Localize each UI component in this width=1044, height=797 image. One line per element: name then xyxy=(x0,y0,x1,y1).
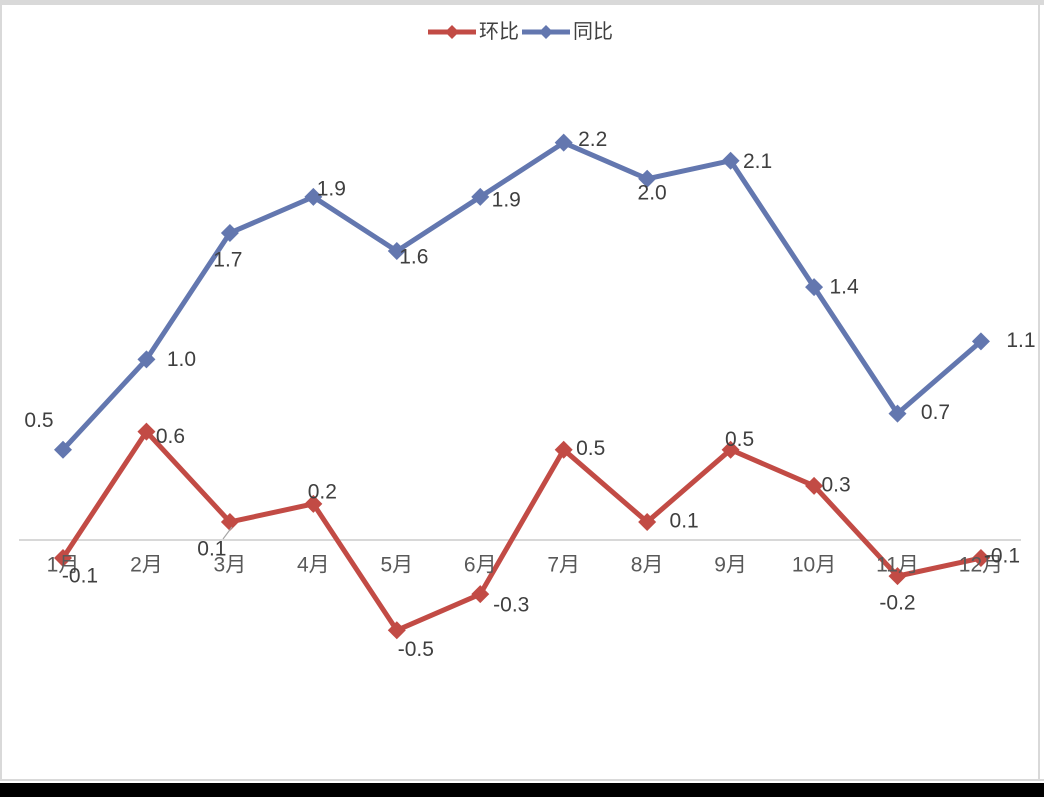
data-label-huanbi-8: 0.1 xyxy=(670,509,699,532)
data-point-huanbi-5 xyxy=(387,621,406,640)
data-label-tongbi-3: 1.7 xyxy=(213,248,242,271)
data-label-huanbi-10: 0.3 xyxy=(821,473,850,496)
data-label-huanbi-5: -0.5 xyxy=(398,638,434,661)
data-point-huanbi-12 xyxy=(971,549,990,568)
data-label-tongbi-8: 2.0 xyxy=(638,181,667,204)
data-point-huanbi-1 xyxy=(54,549,72,568)
data-label-tongbi-11: 0.7 xyxy=(921,401,950,424)
legend-item-tongbi: 同比 xyxy=(522,19,616,45)
diamond-marker-icon xyxy=(539,25,553,39)
month-label-4: 4月 xyxy=(297,554,330,577)
bottom-black-bar xyxy=(0,783,1044,797)
data-point-huanbi-8 xyxy=(638,512,657,531)
data-label-tongbi-2: 1.0 xyxy=(167,348,196,371)
legend-line-marker-icon xyxy=(522,25,570,39)
month-label-2: 2月 xyxy=(130,554,163,577)
frame-border-bottom xyxy=(0,779,1044,781)
frame-border-top xyxy=(0,0,1044,5)
data-point-tongbi-12 xyxy=(971,332,990,351)
data-point-huanbi-9 xyxy=(721,440,740,459)
data-point-huanbi-3 xyxy=(220,512,239,531)
month-label-10: 10月 xyxy=(792,554,836,577)
data-point-tongbi-8 xyxy=(638,169,657,188)
data-label-tongbi-10: 1.4 xyxy=(829,276,859,299)
data-label-huanbi-3: 0.1 xyxy=(197,537,226,560)
data-label-tongbi-9: 2.1 xyxy=(743,150,772,173)
data-point-tongbi-2 xyxy=(137,350,156,369)
data-point-tongbi-3 xyxy=(220,223,239,242)
data-point-tongbi-9 xyxy=(721,151,740,170)
frame-border-left xyxy=(0,5,2,779)
month-label-9: 9月 xyxy=(714,554,747,577)
legend-line-marker-icon xyxy=(428,25,476,39)
data-label-tongbi-5: 1.6 xyxy=(399,246,428,269)
month-label-6: 6月 xyxy=(464,554,497,577)
data-point-huanbi-6 xyxy=(471,585,490,604)
month-label-1: 1月 xyxy=(47,554,80,577)
data-label-huanbi-7: 0.5 xyxy=(576,437,605,460)
chart-legend: 环比 同比 xyxy=(0,19,1044,45)
legend-label-tongbi: 同比 xyxy=(573,21,613,43)
data-label-huanbi-12: -0.1 xyxy=(984,545,1020,568)
series-line-tongbi xyxy=(60,140,984,453)
data-point-huanbi-4 xyxy=(304,494,323,513)
data-point-huanbi-11 xyxy=(888,567,907,586)
data-label-tongbi-1: 0.5 xyxy=(24,409,53,432)
chart-area-border-right xyxy=(1038,5,1040,779)
data-point-huanbi-10 xyxy=(805,476,824,495)
data-label-huanbi-6: -0.3 xyxy=(493,594,529,617)
data-label-huanbi-9: 0.5 xyxy=(725,428,754,451)
data-label-huanbi-1: -0.1 xyxy=(62,565,98,588)
data-point-tongbi-7 xyxy=(554,133,573,152)
month-label-3: 3月 xyxy=(214,554,247,577)
data-point-tongbi-4 xyxy=(304,187,323,206)
data-point-tongbi-5 xyxy=(387,242,406,261)
series-line-huanbi xyxy=(60,429,984,633)
diamond-marker-icon xyxy=(445,25,459,39)
data-point-huanbi-2 xyxy=(137,422,156,441)
data-label-huanbi-11: -0.2 xyxy=(879,592,915,615)
month-label-8: 8月 xyxy=(631,554,664,577)
data-point-tongbi-6 xyxy=(471,187,490,206)
data-point-tongbi-10 xyxy=(805,278,824,297)
data-point-tongbi-11 xyxy=(888,404,907,423)
legend-item-huanbi: 环比 xyxy=(428,19,522,45)
data-label-tongbi-7: 2.2 xyxy=(578,128,607,151)
legend-label-huanbi: 环比 xyxy=(479,21,519,43)
data-label-huanbi-4: 0.2 xyxy=(308,480,337,503)
data-label-tongbi-4: 1.9 xyxy=(317,177,346,200)
month-label-11: 11月 xyxy=(876,554,919,577)
month-label-7: 7月 xyxy=(547,554,580,577)
data-point-huanbi-7 xyxy=(554,440,573,459)
month-label-12: 12月 xyxy=(959,554,1003,577)
data-label-tongbi-12: 1.1 xyxy=(1006,329,1035,352)
label-leader-line xyxy=(222,526,233,540)
data-label-tongbi-6: 1.9 xyxy=(492,188,521,211)
data-point-tongbi-1 xyxy=(54,440,72,459)
data-label-huanbi-2: 0.6 xyxy=(156,425,185,448)
month-label-5: 5月 xyxy=(380,554,413,577)
